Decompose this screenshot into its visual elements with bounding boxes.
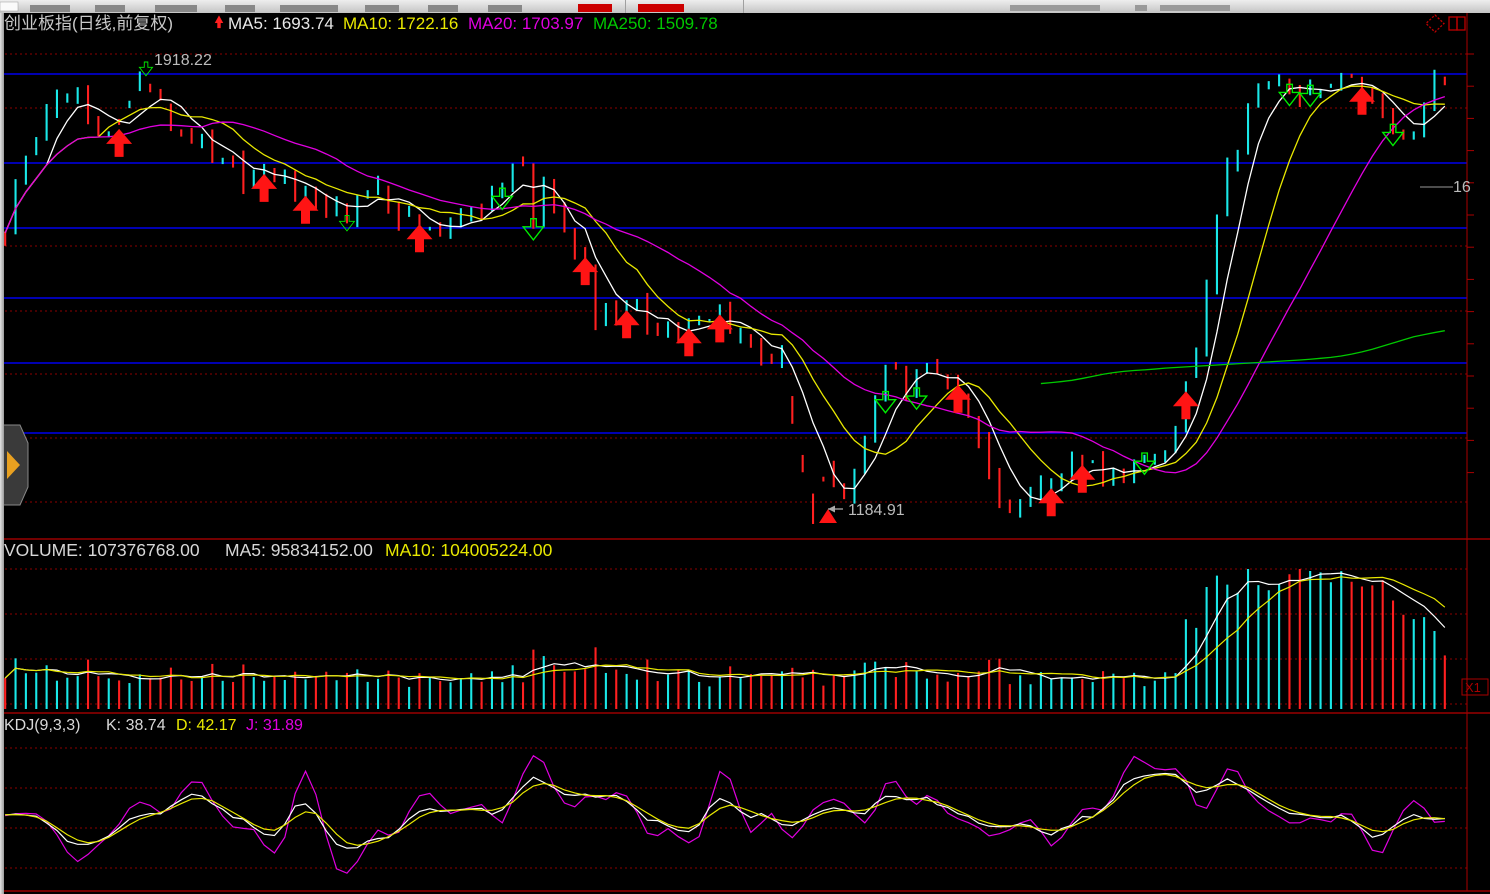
svg-text:MA5: 1693.74: MA5: 1693.74 xyxy=(228,14,334,33)
svg-text:VOLUME: 107376768.00: VOLUME: 107376768.00 xyxy=(4,540,200,560)
svg-text:1184.91: 1184.91 xyxy=(848,502,905,519)
svg-text:MA10: 1722.16: MA10: 1722.16 xyxy=(343,14,458,33)
svg-text:MA5: 95834152.00: MA5: 95834152.00 xyxy=(225,540,373,560)
svg-text:MA20: 1703.97: MA20: 1703.97 xyxy=(468,14,583,33)
svg-text:16: 16 xyxy=(1453,179,1471,196)
svg-text:X1: X1 xyxy=(1465,680,1481,695)
svg-text:1918.22: 1918.22 xyxy=(154,52,212,69)
svg-text:创业板指(日线,前复权): 创业板指(日线,前复权) xyxy=(4,14,173,33)
svg-text:D: 42.17: D: 42.17 xyxy=(176,717,237,734)
svg-text:K: 38.74: K: 38.74 xyxy=(106,717,166,734)
svg-text:J: 31.89: J: 31.89 xyxy=(246,717,303,734)
svg-text:KDJ(9,3,3): KDJ(9,3,3) xyxy=(4,717,80,734)
svg-text:MA10: 104005224.00: MA10: 104005224.00 xyxy=(385,540,553,560)
svg-text:MA250: 1509.78: MA250: 1509.78 xyxy=(593,14,718,33)
